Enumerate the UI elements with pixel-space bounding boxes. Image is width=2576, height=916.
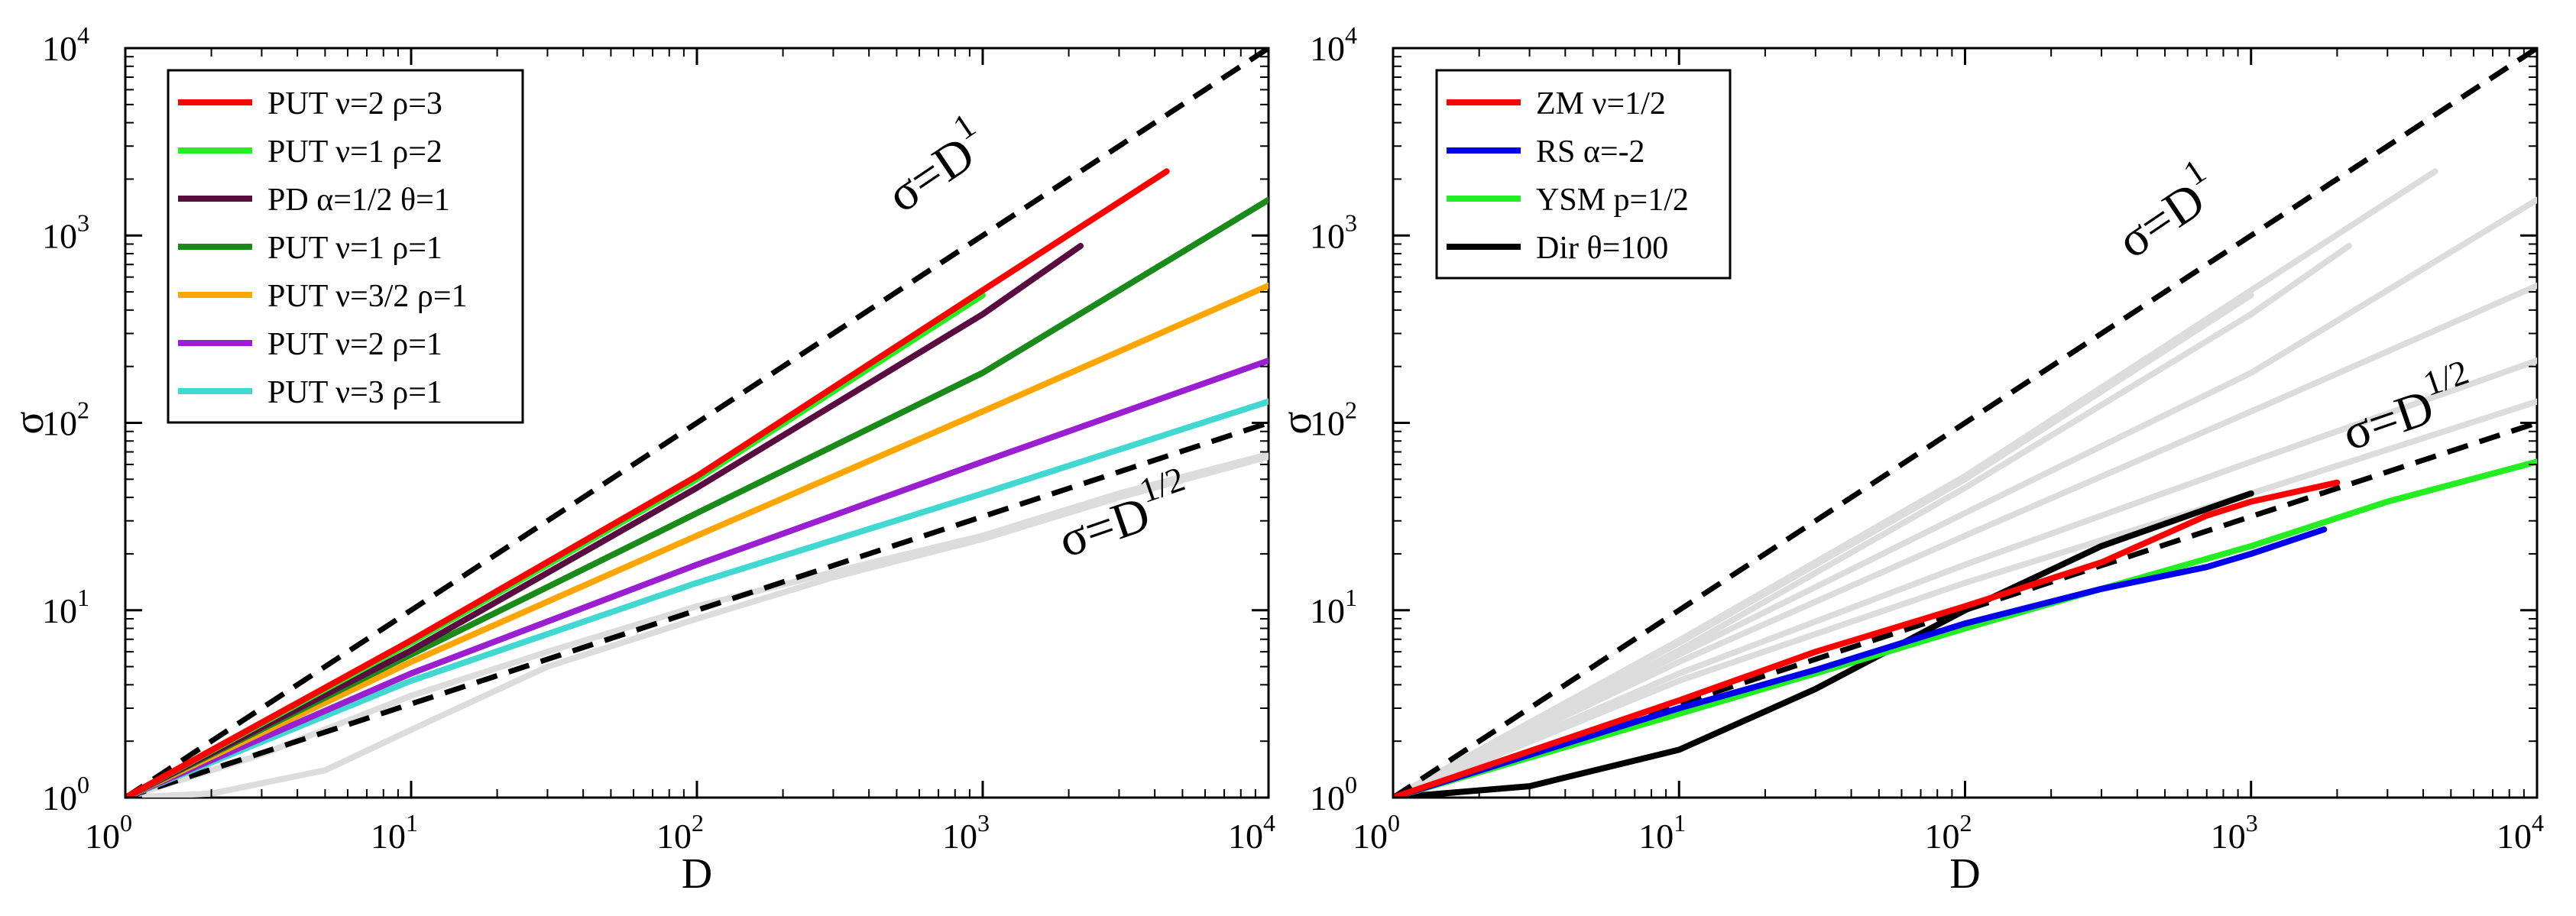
x-tick-label: 100 xyxy=(85,809,132,856)
x-tick-label: 104 xyxy=(2497,809,2544,856)
left-chart-panel: 100 101 102 103 104100101102103104Dσσ=D1σ=D1… xyxy=(5,21,1275,898)
legend-item: RS α=-2 xyxy=(1447,134,1645,170)
y-tick-label: 100 xyxy=(1310,771,1357,817)
x-axis-label: D xyxy=(682,850,712,898)
x-tick-label: 100 xyxy=(1353,809,1400,856)
legend-label: PUT ν=1 ρ=1 xyxy=(267,231,442,266)
plot-area xyxy=(125,48,1269,798)
legend-label: PUT ν=3 ρ=1 xyxy=(267,375,442,410)
legend-label: PD α=1/2 θ=1 xyxy=(267,183,450,218)
x-tick-label: 103 xyxy=(942,809,990,856)
legend-label: PUT ν=1 ρ=2 xyxy=(267,134,442,170)
legend: ZM ν=1/2 RS α=-2 YSM p=1/2 Dir θ=100 xyxy=(1435,69,1732,280)
x-tick-label: 103 xyxy=(2211,809,2258,856)
legend-label: ZM ν=1/2 xyxy=(1536,86,1666,121)
y-tick-label: 100 xyxy=(42,771,89,817)
x-tick-label: 101 xyxy=(1638,809,1686,856)
legend-item: Dir θ=100 xyxy=(1447,231,1668,266)
legend-label: YSM p=1/2 xyxy=(1536,183,1689,218)
x-tick-label: 102 xyxy=(656,809,704,856)
y-tick-label: 104 xyxy=(1310,21,1357,68)
background-series-line xyxy=(125,451,1269,798)
legend-label: Dir θ=100 xyxy=(1536,231,1668,266)
series-line xyxy=(1393,526,2328,798)
axis-ticks xyxy=(1392,47,2539,799)
legend-item: PD α=1/2 θ=1 xyxy=(178,183,450,218)
legend-item: PUT ν=3 ρ=1 xyxy=(178,375,442,410)
axis-ticks xyxy=(124,47,1270,799)
legend-label: RS α=-2 xyxy=(1536,134,1645,170)
legend-item: PUT ν=1 ρ=1 xyxy=(178,231,442,266)
x-tick-label: 104 xyxy=(1228,809,1275,856)
y-tick-label: 101 xyxy=(42,584,89,630)
legend-item: PUT ν=1 ρ=2 xyxy=(178,134,442,170)
legend-item: PUT ν=3/2 ρ=1 xyxy=(178,279,468,314)
x-tick-label: 101 xyxy=(371,809,418,856)
legend-item: PUT ν=2 ρ=3 xyxy=(178,86,442,121)
y-tick-label: 102 xyxy=(1310,397,1357,443)
y-axis-label: σ xyxy=(5,411,53,434)
series-line xyxy=(125,358,1269,798)
series-line xyxy=(125,282,1269,798)
y-tick-label: 102 xyxy=(42,397,89,443)
legend-label: PUT ν=2 ρ=1 xyxy=(267,327,442,362)
right-chart-panel: 100 101 102 103 104100101102103104Dσσ=D1σ=D1… xyxy=(1273,21,2544,898)
background-series-line xyxy=(125,453,1269,798)
legend-item: ZM ν=1/2 xyxy=(1447,86,1666,121)
x-tick-label: 102 xyxy=(1925,809,1972,856)
y-tick-label: 103 xyxy=(42,209,89,255)
background-series-line xyxy=(1393,292,2254,798)
legend: PUT ν=2 ρ=3 PUT ν=1 ρ=2 PD α=1/2 θ=1 PUT ν=… xyxy=(167,69,524,424)
background-series-line xyxy=(1393,358,2537,798)
background-series-line xyxy=(1393,282,2537,798)
series-line xyxy=(125,242,1084,798)
y-tick-label: 103 xyxy=(1310,209,1357,255)
y-tick-label: 101 xyxy=(1310,584,1357,630)
legend-item: YSM p=1/2 xyxy=(1447,183,1689,218)
plot-area xyxy=(1393,48,2537,798)
y-tick-label: 104 xyxy=(42,21,89,68)
reference-line-slope-1 xyxy=(125,48,1269,798)
series-line xyxy=(1393,490,2254,798)
legend-item: PUT ν=2 ρ=1 xyxy=(178,327,442,362)
y-axis-label: σ xyxy=(1273,411,1320,434)
x-axis-label: D xyxy=(1949,850,1980,898)
background-series-line xyxy=(1393,196,2537,798)
series-line xyxy=(125,168,1170,798)
legend-label: PUT ν=2 ρ=3 xyxy=(267,86,442,121)
background-series-line xyxy=(1393,398,2537,798)
reference-line-slope-1 xyxy=(1393,48,2537,798)
series-line xyxy=(125,398,1269,798)
legend-label: PUT ν=3/2 ρ=1 xyxy=(267,279,468,314)
series-line xyxy=(1393,479,2341,798)
